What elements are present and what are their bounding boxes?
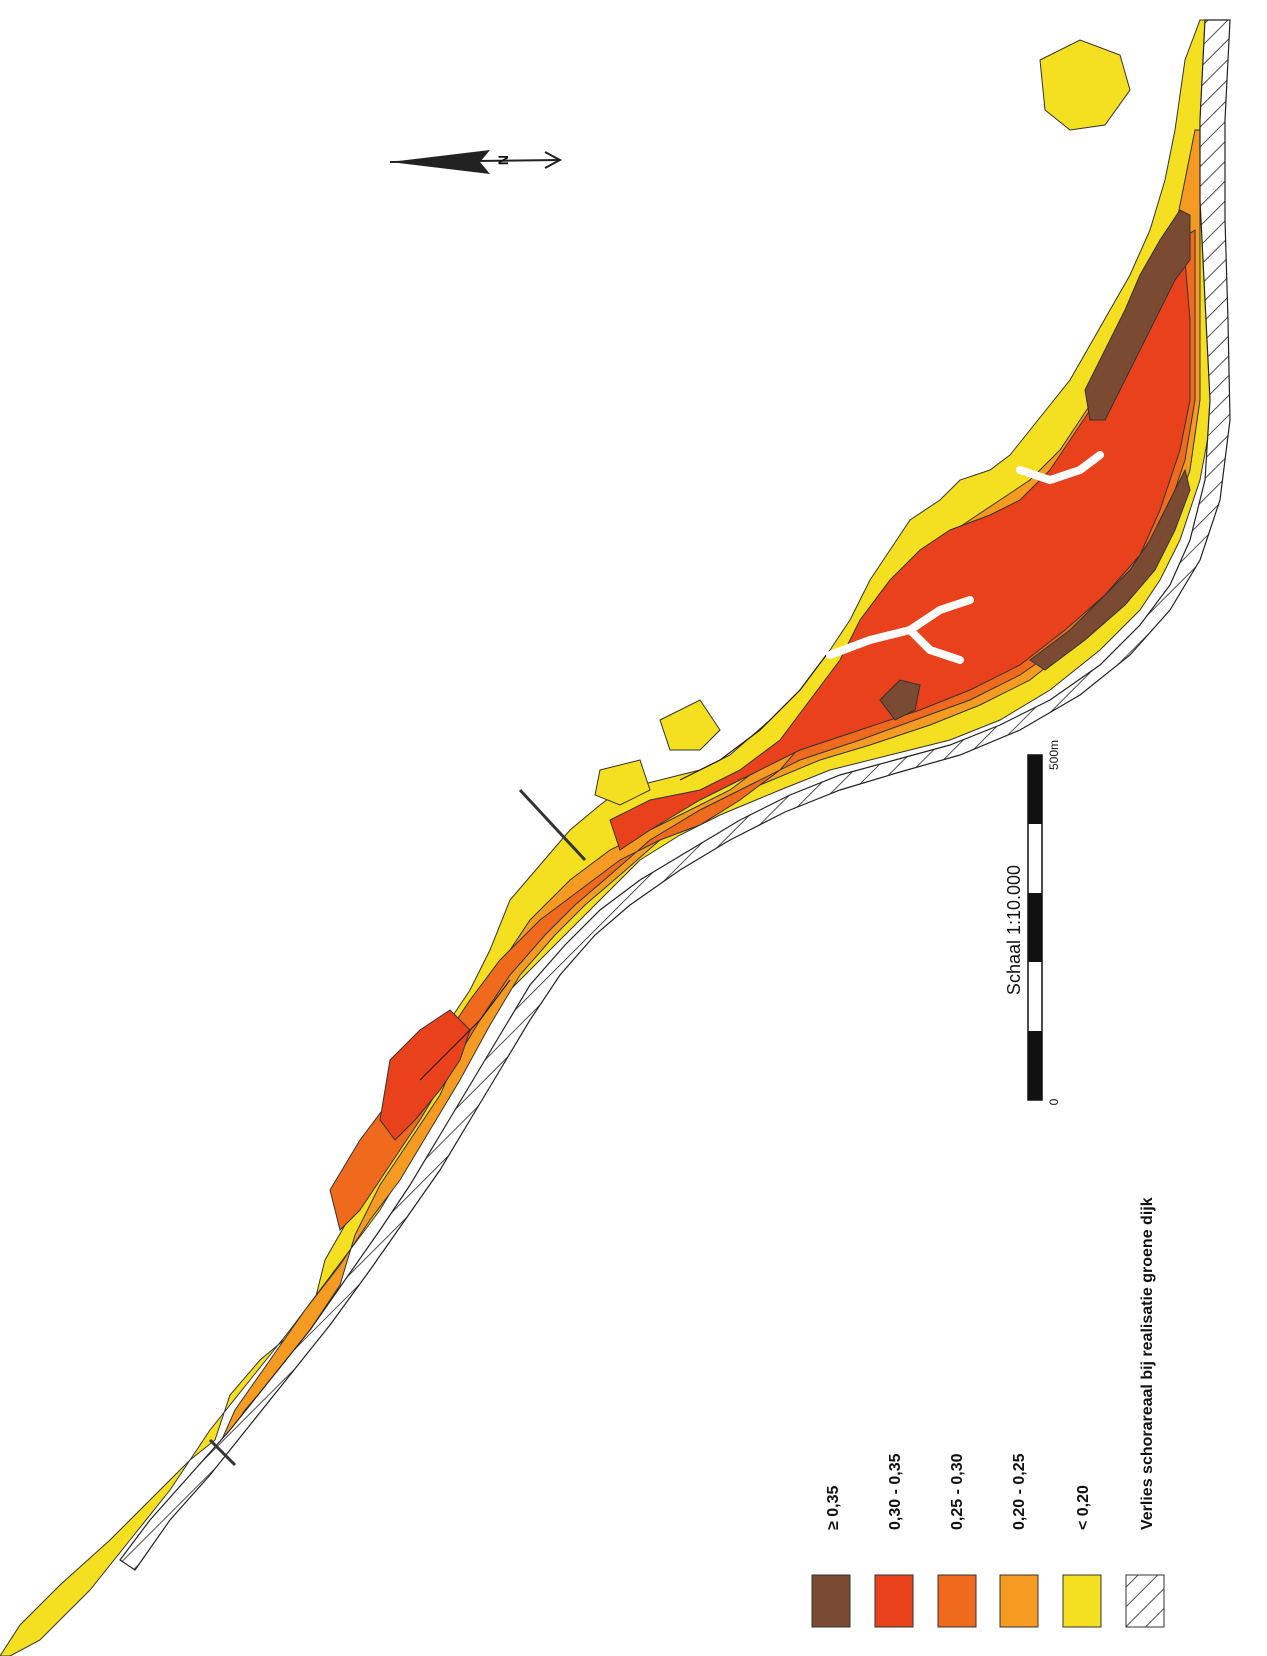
- island: [659, 699, 721, 751]
- scale-end-label: 500m: [1047, 740, 1061, 770]
- zone-gte-035-patch: [879, 679, 921, 721]
- zone-gte-035: [1084, 209, 1191, 421]
- legend-label-030-035: 0,30 - 0,35: [887, 1453, 904, 1530]
- legend-label-020-025: 0,20 - 0,25: [1011, 1453, 1028, 1530]
- legend-swatch-020-025: [999, 1574, 1039, 1628]
- contour-line: [679, 649, 831, 781]
- creek: [1016, 451, 1104, 485]
- legend-label-gte-035: ≥ 0,35: [825, 1486, 842, 1530]
- legend-label-025-030: 0,25 - 0,30: [949, 1453, 966, 1530]
- legend-swatch-030-035: [874, 1574, 914, 1628]
- legend-swatch-025-030: [937, 1574, 977, 1628]
- zone-gte-035-east: [1029, 468, 1191, 671]
- pier: [518, 788, 587, 862]
- legend-label-lt-020: < 0,20: [1075, 1485, 1092, 1530]
- creek: [826, 596, 974, 664]
- legend-swatch-lt-020: [1062, 1574, 1102, 1628]
- scale-title: Schaal 1:10.000: [1004, 865, 1024, 995]
- legend-swatch-gte-035: [811, 1574, 851, 1628]
- north-label: N: [495, 155, 511, 165]
- island: [594, 759, 651, 806]
- legend-swatch-loss: [1125, 1574, 1165, 1628]
- island: [1039, 39, 1131, 131]
- zone-loss-hatch: [119, 19, 1231, 1571]
- scale-start-label: 0: [1047, 1098, 1061, 1105]
- pier: [208, 1438, 237, 1467]
- contour-line: [419, 979, 511, 1081]
- scale-bar: Schaal 1:10.000 0 500m: [1004, 740, 1061, 1105]
- legend: ≥ 0,35 0,30 - 0,35 0,25 - 0,30 0,20 - 0,…: [811, 1197, 1165, 1628]
- legend-label-loss: Verlies schorareaal bij realisatie groen…: [1139, 1197, 1156, 1530]
- north-arrow: N: [389, 150, 563, 174]
